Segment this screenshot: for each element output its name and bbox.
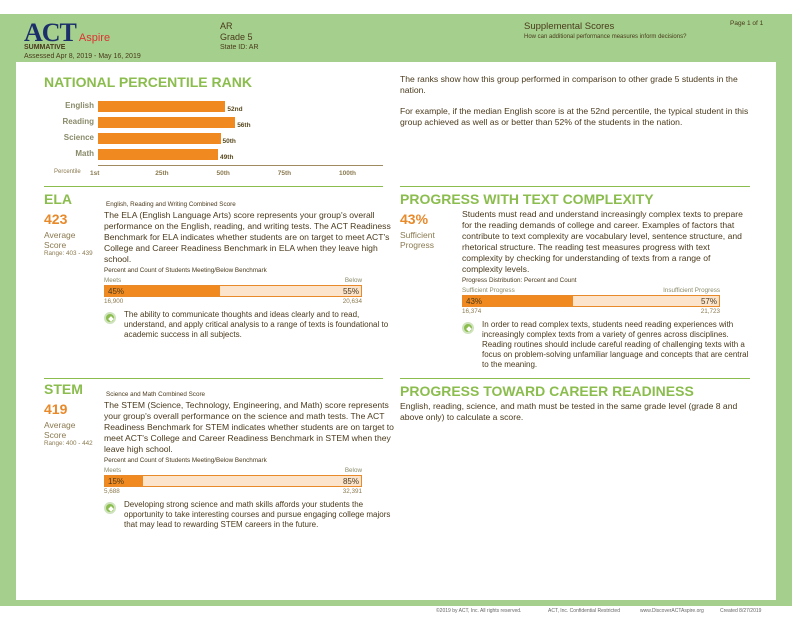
ela-range: Range: 403 - 439 <box>44 250 93 257</box>
x-tick: 1st <box>90 170 100 177</box>
divider <box>400 186 750 187</box>
ptc-note: In order to read complex texts, students… <box>482 320 749 369</box>
ela-left-count: 16,900 <box>104 298 124 305</box>
tip-icon <box>104 502 116 514</box>
stem-description: The STEM (Science, Technology, Engineeri… <box>104 400 394 454</box>
score-label-2: Progress <box>400 240 435 250</box>
x-tick: 75th <box>277 170 292 177</box>
tip-icon <box>104 312 116 324</box>
stem-note: Developing strong science and math skill… <box>124 500 391 529</box>
tip-icon <box>462 322 474 334</box>
bar-value-label: 52nd <box>227 106 243 113</box>
ela-score-label: Average Score <box>44 230 76 250</box>
bar-value-label: 50th <box>222 138 236 145</box>
stem-title: STEM <box>44 381 83 397</box>
bar-english <box>98 101 226 112</box>
ptc-progress-bar: 43% 57% <box>462 295 720 307</box>
npr-desc2: For example, if the median English score… <box>400 106 749 127</box>
bar-label: Math <box>75 149 94 158</box>
ptc-score: 43% <box>400 211 429 227</box>
left-pct: 45% <box>108 287 125 296</box>
stem-range: Range: 400 - 442 <box>44 440 93 447</box>
right-pct: 85% <box>342 477 359 486</box>
npr-title: NATIONAL PERCENTILE RANK <box>44 74 252 90</box>
npr-desc1: The ranks show how this group performed … <box>400 74 738 95</box>
score-label-2: Score <box>44 240 67 250</box>
ela-subtitle: English, Reading and Writing Combined Sc… <box>106 201 236 208</box>
page-number: Page 1 of 1 <box>730 20 764 27</box>
npr-chart: English 52nd Reading 56th Science 50th Math… <box>0 0 383 177</box>
right-pct: 55% <box>342 287 359 296</box>
bar-math <box>98 149 219 160</box>
pcr-title: PROGRESS TOWARD CAREER READINESS <box>400 383 694 399</box>
footer-confidential: ACT, Inc. Confidential Restricted <box>548 608 620 614</box>
progress-fill <box>105 286 221 296</box>
report-title: Supplemental Scores <box>524 21 615 32</box>
divider <box>44 186 383 187</box>
bar-reading <box>98 117 236 128</box>
bar-science <box>98 133 221 144</box>
ela-note: The ability to communicate thoughts and … <box>124 310 389 339</box>
test-type: SUMMATIVE <box>24 44 66 51</box>
report-subtitle: How can additional performance measures … <box>524 34 687 40</box>
ptc-description: Students must read and understand increa… <box>462 209 743 274</box>
stem-right-count: 32,391 <box>342 488 362 495</box>
pcr-desc: English, reading, science, and math must… <box>400 401 738 422</box>
stem-left-label: Meets <box>104 467 122 474</box>
left-pct: 15% <box>108 477 125 486</box>
x-tick: 50th <box>216 170 230 177</box>
ptc-score-label: Sufficient Progress <box>400 230 435 250</box>
score-label-1: Average <box>44 420 76 430</box>
ptc-right-count: 21,723 <box>700 308 720 315</box>
stem-left-count: 5,688 <box>104 488 120 495</box>
bar-value-label: 49th <box>220 154 234 161</box>
assessed-dates: Assessed Apr 8, 2019 - May 16, 2019 <box>24 53 141 60</box>
progress-fill <box>105 476 144 486</box>
bar-value-label: 56th <box>237 122 251 129</box>
ela-left-label: Meets <box>104 277 122 284</box>
state-id: State ID: AR <box>220 44 259 51</box>
stem-bar-title: Percent and Count of Students Meeting/Be… <box>104 457 267 464</box>
ela-title: ELA <box>44 191 72 207</box>
logo-text: ACT <box>24 18 77 47</box>
score-label-1: Average <box>44 230 76 240</box>
stem-right-label: Below <box>344 467 362 474</box>
ptc-right-label: Insufficient Progress <box>663 287 720 294</box>
left-pct: 43% <box>466 297 483 306</box>
ptc-left-label: Sufficient Progress <box>462 287 515 294</box>
stem-score: 419 <box>44 401 68 417</box>
ela-score: 423 <box>44 211 68 227</box>
footer-url[interactable]: www.DiscoverACTAspire.org <box>640 608 704 614</box>
x-axis <box>98 165 383 166</box>
x-axis-label: Percentile <box>54 169 81 175</box>
progress-fill <box>463 296 574 306</box>
bar-label: English <box>65 101 94 110</box>
grade: Grade 5 <box>220 32 253 42</box>
ela-bar-title: Percent and Count of Students Meeting/Be… <box>104 267 267 274</box>
bar-label: Reading <box>62 117 94 126</box>
footer-copyright: ©2019 by ACT, Inc. All rights reserved. <box>436 608 522 614</box>
x-tick: 25th <box>155 170 169 177</box>
ela-right-label: Below <box>344 277 362 284</box>
stem-score-label: Average Score <box>44 420 76 440</box>
ptc-title: PROGRESS WITH TEXT COMPLEXITY <box>400 191 654 207</box>
right-pct: 57% <box>700 297 717 306</box>
score-label-2: Score <box>44 430 67 440</box>
state: AR <box>220 21 233 31</box>
ptc-bar-title: Progress Distribution: Percent and Count <box>462 277 577 284</box>
act-aspire-logo: ACT Aspire <box>24 18 110 48</box>
divider <box>400 378 750 379</box>
stem-subtitle: Science and Math Combined Score <box>106 391 206 398</box>
ela-right-count: 20,634 <box>342 298 362 305</box>
logo-sub: Aspire <box>78 32 111 44</box>
footer-created: Created 8/27/2019 <box>720 608 762 614</box>
score-label-1: Sufficient <box>400 230 435 240</box>
x-tick: 100th <box>339 170 356 177</box>
ela-description: The ELA (English Language Arts) score re… <box>104 210 391 264</box>
stem-progress-bar: 15% 85% <box>104 475 362 487</box>
divider <box>44 378 383 379</box>
ela-progress-bar: 45% 55% <box>104 285 362 297</box>
bar-label: Science <box>63 133 94 142</box>
ptc-left-count: 16,374 <box>462 308 482 315</box>
